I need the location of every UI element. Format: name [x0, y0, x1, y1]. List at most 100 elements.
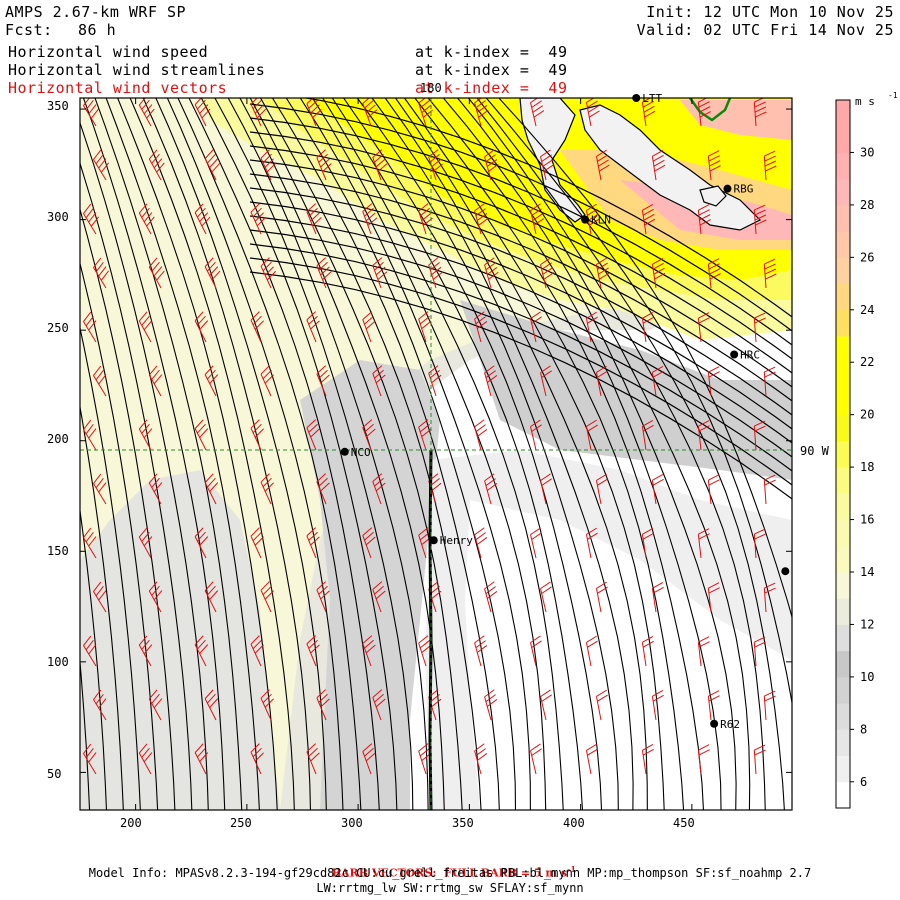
wind-barb: [260, 149, 277, 181]
y-tick-label: 350: [47, 99, 69, 113]
station-label: NCO: [351, 446, 371, 459]
streamline: [249, 103, 792, 332]
streamline: [249, 173, 792, 402]
streamline: [239, 98, 445, 810]
wind-barb: [707, 258, 721, 289]
wind-barb: [148, 473, 163, 505]
wind-barb: [306, 635, 320, 667]
wind-barb: [250, 635, 264, 667]
wind-barb: [83, 527, 97, 559]
wind-barb: [585, 311, 598, 343]
speed-shade-28b: [680, 100, 792, 140]
wind-barb: [753, 744, 766, 775]
y-tick-label: 250: [47, 321, 69, 335]
wind-barb: [306, 743, 320, 775]
streamline: [356, 98, 619, 810]
colorbar-swatch: [836, 152, 850, 180]
wind-barb: [753, 528, 766, 559]
wind-barb: [530, 635, 542, 667]
station-label: R62: [720, 718, 740, 731]
x-tick-label: 400: [563, 816, 585, 830]
colorbar-swatch: [836, 283, 850, 311]
station-label: RBG: [733, 183, 753, 196]
wind-barb: [707, 150, 721, 181]
streamline: [249, 98, 463, 810]
wind-barb: [763, 366, 776, 397]
wind-barb: [484, 257, 499, 289]
streamline: [271, 98, 500, 810]
wind-barb: [428, 365, 442, 397]
wind-barb: [372, 581, 386, 613]
streamline: [299, 98, 531, 810]
x-tick-label: 200: [120, 816, 142, 830]
wind-barb: [148, 689, 163, 721]
wind-barb: [540, 581, 552, 613]
wind-barb: [474, 527, 488, 559]
colorbar-frame: [835, 99, 851, 809]
y-tick-label: 50: [47, 767, 62, 781]
field-name-vectors: Horizontal wind vectors: [8, 79, 228, 97]
colorbar-label: 28: [860, 198, 874, 212]
colorbar-swatch: [836, 781, 850, 809]
barb-note-text: BARB VECTORS: FULL BARB = 5 m s: [331, 866, 568, 880]
colorbar-swatch: [836, 309, 850, 337]
valid-time: Valid: 02 UTC Fri 14 Nov 25: [636, 21, 894, 39]
wind-barb: [697, 744, 710, 775]
wind-barb: [707, 366, 720, 397]
streamline: [414, 98, 705, 810]
wind-barb: [651, 473, 664, 505]
streamline: [331, 98, 584, 810]
streamline: [285, 98, 517, 810]
streamline: [249, 229, 792, 458]
scheme-info: LW:rrtmg_lw SW:rrtmg_sw SFLAY:sf_mynn: [316, 881, 584, 895]
colorbar-swatch: [836, 388, 850, 416]
wind-barb: [474, 203, 489, 235]
colorbar-swatch: [836, 467, 850, 494]
wind-barb: [138, 311, 153, 343]
wind-barb: [474, 419, 488, 451]
wind-barb: [651, 365, 664, 397]
streamline: [80, 325, 141, 810]
wind-barb: [753, 204, 767, 235]
wind-barb: [93, 689, 107, 721]
colorbar-swatch: [836, 336, 850, 363]
wind-barb: [83, 635, 97, 667]
wind-barb: [250, 311, 264, 343]
wind-barb: [194, 635, 209, 667]
wind-barb: [194, 311, 209, 343]
colorbar-swatch: [836, 257, 850, 285]
barb-note-exponent: -1: [567, 864, 576, 874]
streamline: [214, 98, 414, 810]
wind-barb: [83, 419, 97, 451]
wind-barb: [651, 689, 664, 721]
streamline: [403, 98, 685, 810]
streamline: [82, 98, 226, 810]
wind-barb: [260, 365, 274, 397]
wind-barb: [540, 365, 552, 397]
wind-barb: [93, 473, 107, 505]
wind-barb: [763, 582, 776, 613]
wind-barb: [595, 149, 610, 181]
wind-barb: [707, 582, 720, 613]
wind-barb: [428, 149, 443, 181]
colorbar-swatch: [836, 755, 850, 783]
wind-barb: [138, 98, 155, 127]
wind-barb: [697, 312, 710, 343]
forecast-hour: 86 h: [78, 21, 117, 39]
wind-barb: [372, 257, 388, 289]
y-tick-label: 100: [47, 655, 69, 669]
init-time: Init: 12 UTC Mon 10 Nov 25: [646, 3, 894, 21]
streamline: [322, 98, 564, 810]
meridian-label: 180: [420, 81, 442, 95]
wind-barb: [418, 419, 432, 451]
streamline: [249, 215, 792, 444]
parallel-label: 90 W: [800, 444, 830, 458]
wind-barb: [316, 689, 330, 721]
wind-barb: [260, 581, 274, 613]
wind-barb: [418, 98, 433, 127]
wind-barb: [316, 473, 330, 505]
wind-barb: [595, 473, 608, 505]
wind-barb: [250, 743, 264, 775]
wind-barb: [651, 257, 666, 289]
station-label: HRC: [740, 348, 760, 361]
